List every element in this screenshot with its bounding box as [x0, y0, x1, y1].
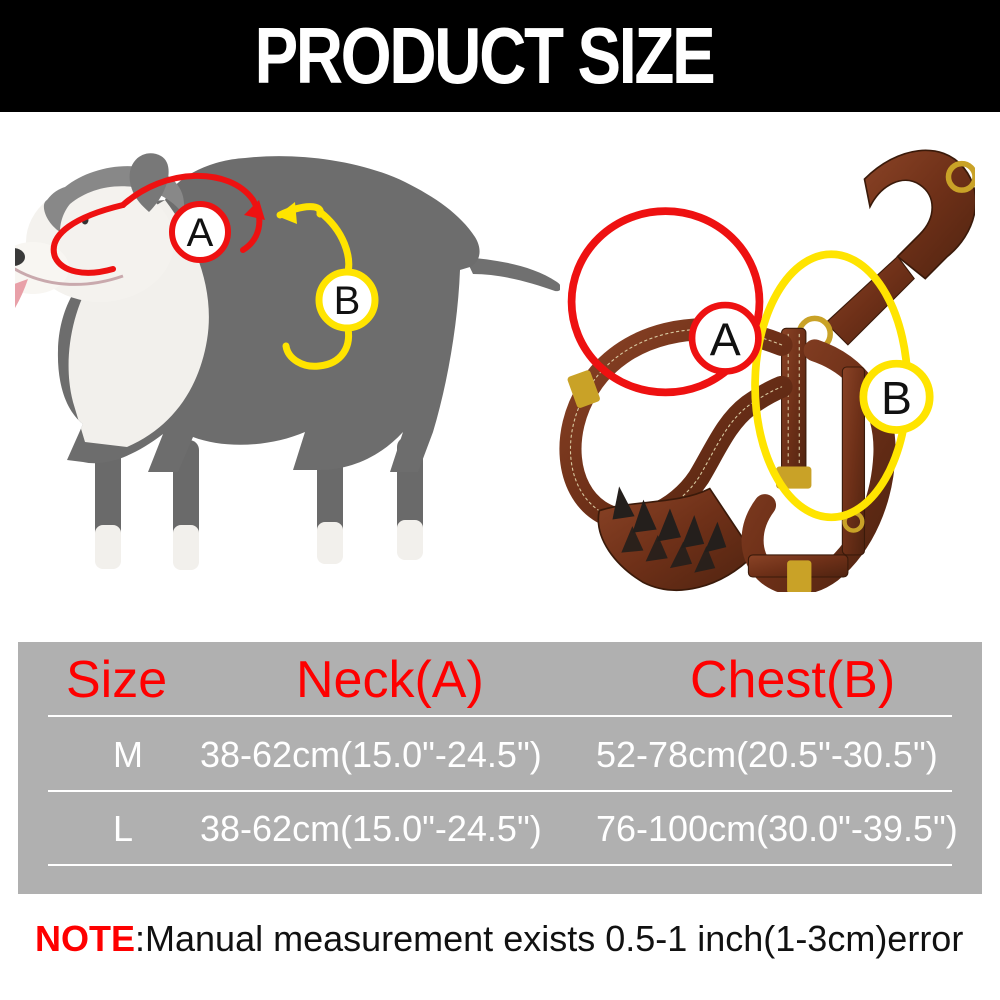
svg-text:B: B — [334, 279, 361, 323]
svg-text:B: B — [881, 372, 912, 424]
svg-text:A: A — [710, 313, 741, 365]
svg-text:A: A — [187, 211, 214, 255]
